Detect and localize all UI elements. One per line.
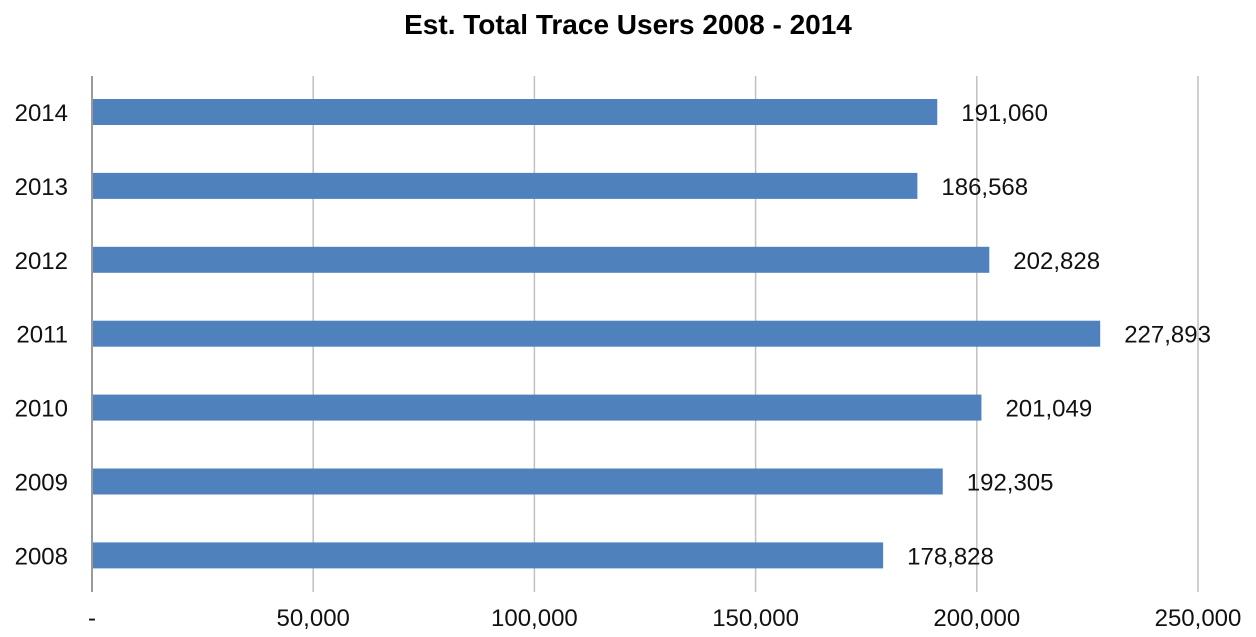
- bar: [93, 394, 982, 421]
- data-label: 227,893: [1124, 322, 1211, 349]
- category-label: 2013: [15, 174, 68, 201]
- bar: [93, 320, 1101, 347]
- data-label: 186,568: [941, 174, 1028, 201]
- bar: [93, 99, 938, 125]
- data-label: 192,305: [967, 470, 1054, 497]
- category-label: 2008: [15, 543, 68, 570]
- x-tick-label: -: [88, 605, 96, 632]
- category-label: 2012: [15, 248, 68, 275]
- bar: [93, 542, 884, 569]
- category-label: 2009: [15, 470, 68, 497]
- category-label: 2011: [16, 322, 68, 349]
- data-label: 201,049: [1005, 396, 1092, 423]
- chart-title: Est. Total Trace Users 2008 - 2014: [404, 9, 852, 40]
- x-tick-label: 100,000: [491, 605, 578, 632]
- x-tick-label: 200,000: [933, 605, 1020, 632]
- data-label: 178,828: [907, 543, 994, 570]
- bar: [93, 468, 943, 495]
- x-tick-label: 50,000: [276, 605, 349, 632]
- labels: - 50,000 100,000 150,000 200,000 250,000 2014 1…: [15, 100, 1242, 632]
- data-label: 202,828: [1013, 248, 1100, 275]
- bar: [93, 246, 990, 273]
- x-tick-label: 150,000: [712, 605, 799, 632]
- x-tick-label: 250,000: [1155, 605, 1242, 632]
- bar: [93, 172, 918, 199]
- category-label: 2010: [15, 396, 68, 423]
- data-label: 191,060: [961, 100, 1048, 127]
- category-label: 2014: [15, 100, 68, 127]
- bars: [93, 99, 1101, 569]
